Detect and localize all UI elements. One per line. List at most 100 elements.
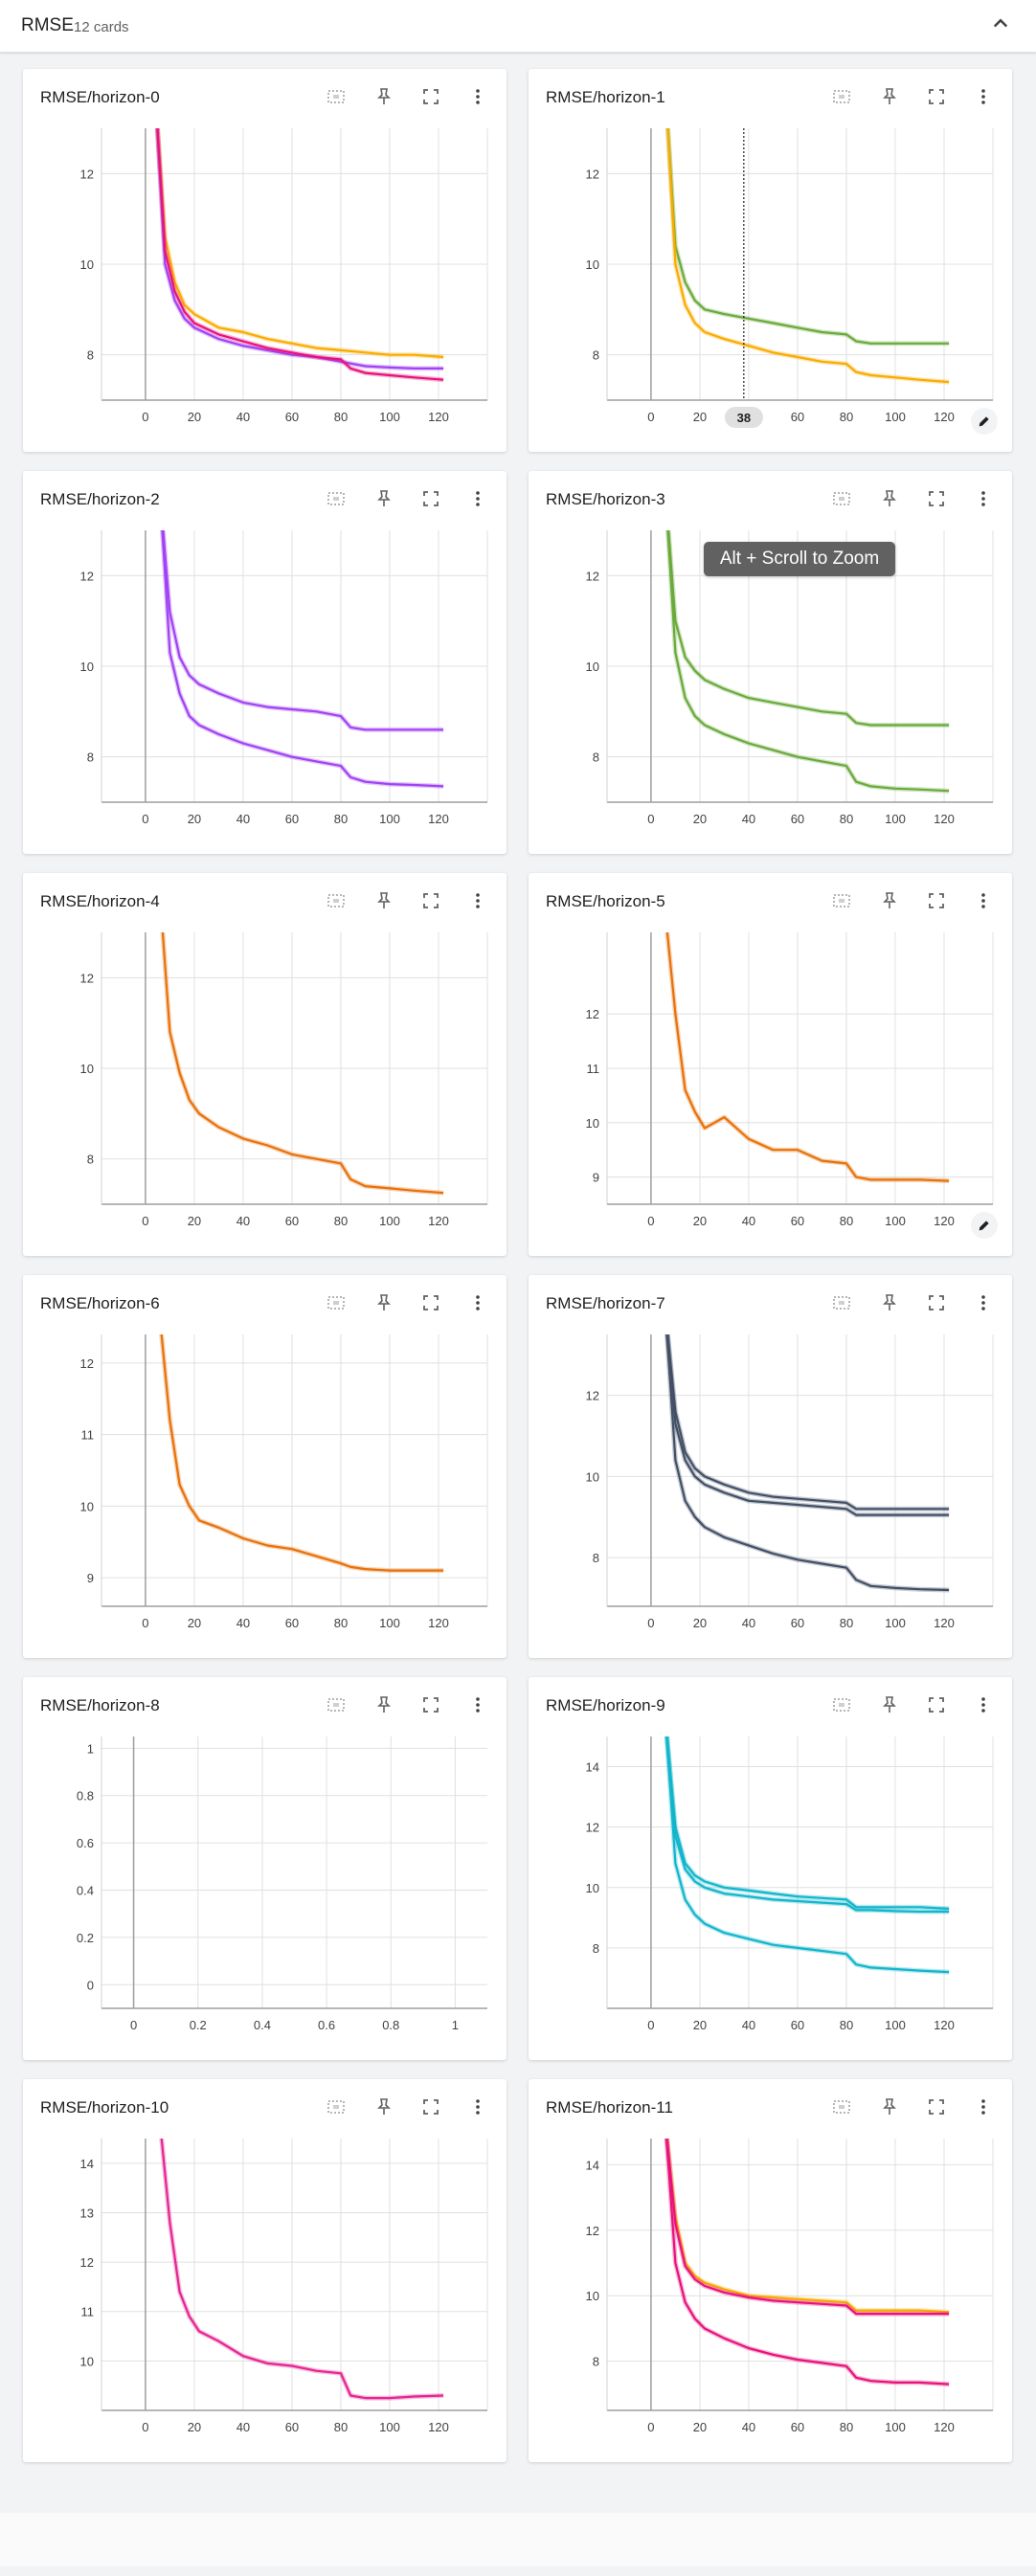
pin-card-button[interactable]	[873, 482, 906, 515]
fullscreen-card-button[interactable]	[415, 1287, 447, 1319]
pin-card-button[interactable]	[873, 1689, 906, 1721]
x-tick-label: 100	[379, 410, 400, 424]
fit-domain-button[interactable]	[825, 2091, 858, 2123]
fullscreen-card-button[interactable]	[415, 1689, 447, 1721]
fit-domain-button[interactable]	[825, 1287, 858, 1319]
fullscreen-card-button[interactable]	[415, 80, 447, 113]
line-chart[interactable]: 8 10 12 14 0 20 40 60 80 100 120	[529, 1731, 1012, 2060]
line-chart[interactable]: 8 10 12 14 0 20 40 60 80 100 120	[529, 2133, 1012, 2462]
y-tick-label: 11	[81, 1428, 95, 1443]
pin-card-button[interactable]	[368, 1287, 400, 1319]
fullscreen-card-button[interactable]	[920, 1287, 953, 1319]
x-tick-label: 0.8	[382, 2018, 399, 2032]
card-menu-button[interactable]	[462, 1287, 494, 1319]
scalar-card: RMSE/horizon-9 8 10 12 14 0 20 40 60 80 100 120	[529, 1677, 1012, 2060]
card-title: RMSE/horizon-8	[40, 1696, 160, 1714]
pin-card-button[interactable]	[873, 885, 906, 917]
edit-chart-button[interactable]	[971, 408, 998, 435]
card-title: RMSE/horizon-10	[40, 2098, 169, 2117]
fit-domain-button[interactable]	[825, 80, 858, 113]
pin-card-button[interactable]	[368, 80, 400, 113]
x-tick-label: 80	[840, 2420, 853, 2434]
series-group	[154, 128, 444, 383]
pin-card-button[interactable]	[368, 2091, 400, 2123]
fit-domain-button[interactable]	[320, 1287, 352, 1319]
series-line	[156, 128, 444, 359]
y-tick-label: 8	[593, 750, 599, 765]
pin-icon	[883, 1294, 896, 1310]
fit-domain-button[interactable]	[320, 482, 352, 515]
card-menu-button[interactable]	[967, 1287, 1000, 1319]
series-group	[159, 2139, 444, 2401]
y-tick-label: 10	[586, 2289, 599, 2303]
pin-card-button[interactable]	[873, 2091, 906, 2123]
y-tick-label: 10	[80, 2354, 94, 2368]
card-menu-button[interactable]	[967, 1689, 1000, 1721]
fullscreen-card-button[interactable]	[415, 2091, 447, 2123]
card-menu-button[interactable]	[967, 80, 1000, 113]
series-line	[665, 2139, 950, 2316]
y-tick-label: 10	[586, 660, 599, 674]
fit-domain-button[interactable]	[825, 885, 858, 917]
x-tick-label: 60	[791, 2018, 804, 2032]
x-tick-label: 0	[647, 812, 654, 826]
x-tick-label: 100	[379, 1616, 400, 1630]
line-chart[interactable]: 10 11 12 13 14 0 20 40 60 80 100 120	[23, 2133, 507, 2462]
collapse-group-button[interactable]	[986, 10, 1015, 38]
pin-card-button[interactable]	[368, 885, 400, 917]
card-title: RMSE/horizon-0	[40, 88, 160, 106]
fullscreen-card-button[interactable]	[920, 1689, 953, 1721]
fullscreen-card-button[interactable]	[920, 2091, 953, 2123]
edit-chart-button[interactable]	[971, 1212, 998, 1239]
fit-domain-button[interactable]	[320, 885, 352, 917]
more-vertical-icon	[981, 89, 985, 104]
pin-card-button[interactable]	[368, 1689, 400, 1721]
y-tick-label: 10	[586, 1116, 599, 1131]
fit-domain-button[interactable]	[320, 1689, 352, 1721]
fit-domain-button[interactable]	[320, 80, 352, 113]
card-menu-button[interactable]	[967, 885, 1000, 917]
fullscreen-card-button[interactable]	[415, 482, 447, 515]
fit-domain-button[interactable]	[825, 1689, 858, 1721]
card-menu-button[interactable]	[462, 2091, 494, 2123]
y-tick-label: 0	[87, 1978, 94, 1992]
line-chart[interactable]: 0 0.2 0.4 0.6 0.8 1 0 0.2 0.4 0.6 0.8 1	[23, 1731, 507, 2060]
pin-card-button[interactable]	[873, 1287, 906, 1319]
pencil-icon	[979, 416, 989, 427]
fit-domain-button[interactable]	[320, 2091, 352, 2123]
pin-card-button[interactable]	[368, 482, 400, 515]
series-smoothing-band	[160, 530, 444, 789]
fullscreen-card-button[interactable]	[920, 80, 953, 113]
card-menu-button[interactable]	[967, 482, 1000, 515]
fullscreen-card-button[interactable]	[920, 482, 953, 515]
series-group	[664, 128, 950, 385]
card-menu-button[interactable]	[967, 2091, 1000, 2123]
card-menu-button[interactable]	[462, 1689, 494, 1721]
x-tick-label: 20	[693, 1616, 707, 1630]
card-menu-button[interactable]	[462, 885, 494, 917]
pin-icon	[883, 2098, 896, 2115]
fullscreen-card-button[interactable]	[415, 885, 447, 917]
pin-card-button[interactable]	[873, 80, 906, 113]
x-tick-label: 20	[188, 1214, 201, 1228]
card-menu-button[interactable]	[462, 80, 494, 113]
card-title: RMSE/horizon-5	[546, 892, 665, 910]
card-title: RMSE/horizon-3	[546, 490, 665, 508]
more-vertical-icon	[476, 491, 480, 506]
x-tick-label: 120	[934, 1214, 955, 1228]
fit-domain-button[interactable]	[825, 482, 858, 515]
card-menu-button[interactable]	[462, 482, 494, 515]
more-vertical-icon	[476, 2099, 480, 2115]
series-line	[666, 1334, 950, 1511]
fullscreen-card-button[interactable]	[920, 885, 953, 917]
step-indicator-badge[interactable]: 38	[724, 407, 763, 428]
y-tick-label: 9	[87, 1571, 94, 1585]
